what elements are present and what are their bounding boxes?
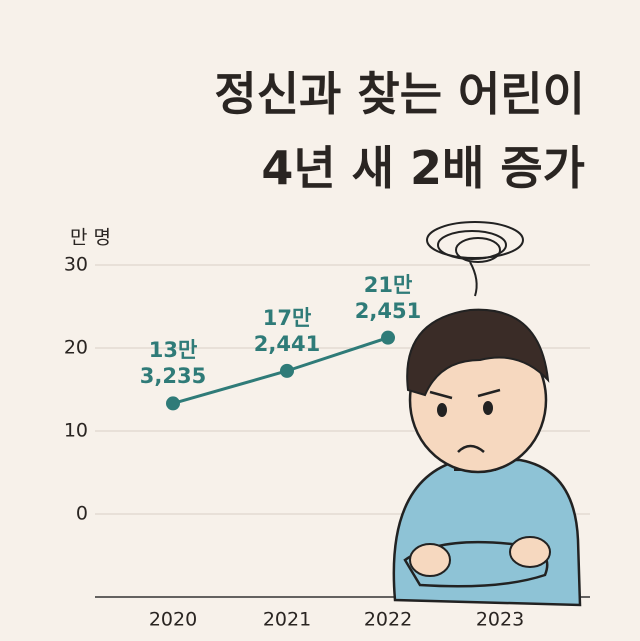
point xyxy=(166,396,180,411)
y-axis-label: 만 명 xyxy=(70,227,111,249)
y-tick-label: 10 xyxy=(64,420,88,442)
x-tick-label: 2023 xyxy=(476,609,524,631)
y-tick-label: 0 xyxy=(76,503,88,525)
point xyxy=(381,330,395,345)
chart-title: 정신과 찾는 어린이 xyxy=(214,67,585,121)
y-tick-label: 20 xyxy=(64,337,88,359)
x-tick-label: 2022 xyxy=(364,609,412,631)
value-label: 13만 3,235 xyxy=(139,338,207,389)
y-tick-label: 30 xyxy=(64,254,88,276)
x-tick-label: 2020 xyxy=(149,609,197,631)
value-label: 17만 2,441 xyxy=(253,305,321,356)
chart-title: 4년 새 2배 증가 xyxy=(261,141,585,195)
value-label: 21만 2,451 xyxy=(354,272,422,323)
boy-illustration xyxy=(392,221,582,607)
x-tick-label: 2021 xyxy=(263,609,311,631)
point xyxy=(280,363,294,378)
